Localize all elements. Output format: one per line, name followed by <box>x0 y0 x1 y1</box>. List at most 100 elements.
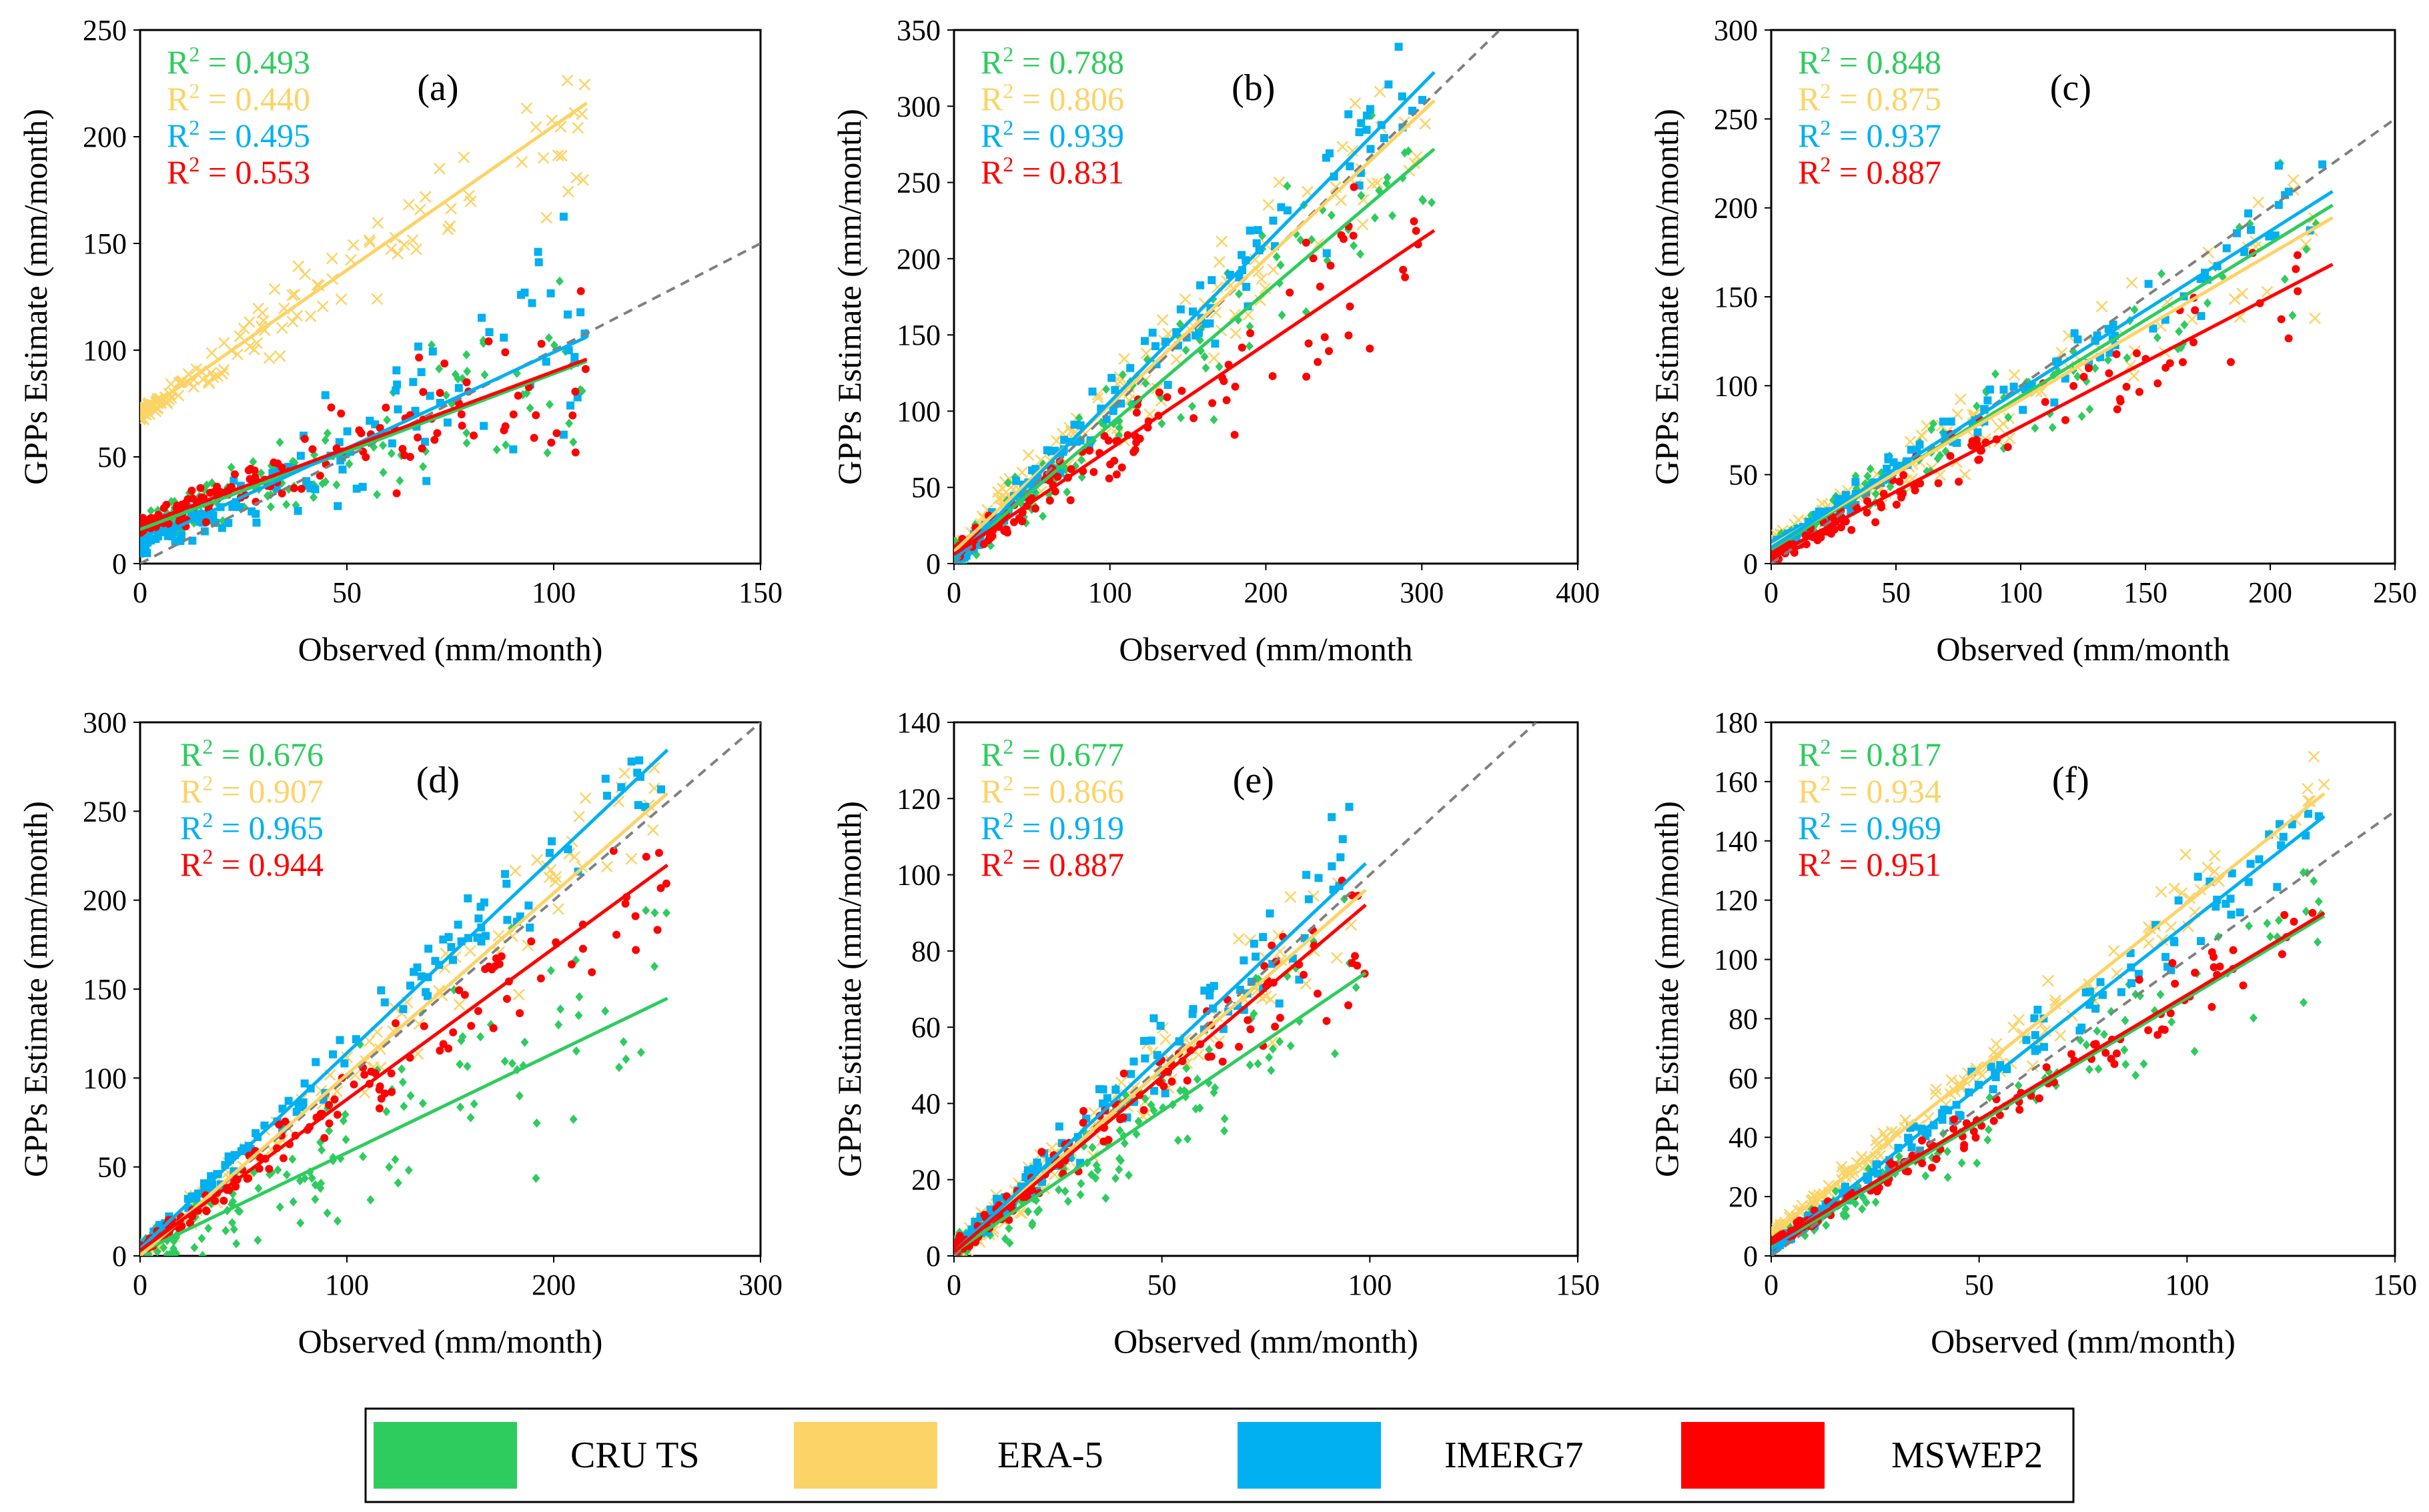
point-cru-ts <box>556 1004 565 1014</box>
point-imerg7 <box>503 916 512 924</box>
point-mswep2 <box>2208 948 2216 956</box>
fit-line-cruts <box>1771 914 2326 1249</box>
point-cru-ts <box>1141 378 1150 388</box>
point-cru-ts <box>565 418 574 428</box>
point-cru-ts <box>500 1056 509 1066</box>
point-cru-ts <box>1181 345 1190 355</box>
x-axis-label: Observed (mm/month) <box>1931 1323 2236 1360</box>
point-cru-ts <box>1357 191 1366 201</box>
x-tick-label: 0 <box>133 576 147 609</box>
x-tick-label: 200 <box>1244 576 1288 609</box>
fit-line-mswep2 <box>954 229 1436 556</box>
point-mswep2 <box>2210 963 2218 972</box>
point-era5 <box>1259 282 1272 295</box>
point-mswep2 <box>246 464 255 473</box>
point-mswep2 <box>1949 1124 1958 1133</box>
point-cru-ts <box>1286 1041 1295 1051</box>
point-era5 <box>2202 861 2214 874</box>
point-mswep2 <box>2171 979 2179 988</box>
point-cru-ts <box>1871 1197 1880 1207</box>
point-era5 <box>562 185 574 198</box>
point-imerg7 <box>1201 319 1210 328</box>
point-mswep2 <box>1208 399 1217 408</box>
point-mswep2 <box>527 937 536 946</box>
point-mswep2 <box>175 517 183 526</box>
point-mswep2 <box>612 930 621 939</box>
x-tick-label: 100 <box>2165 1269 2209 1301</box>
point-mswep2 <box>2122 382 2131 391</box>
point-imerg7 <box>296 452 305 460</box>
point-cru-ts <box>1822 1221 1831 1231</box>
point-mswep2 <box>436 389 444 398</box>
y-tick-label: 80 <box>1729 1002 1758 1035</box>
point-imerg7 <box>545 848 554 857</box>
point-cru-ts <box>2249 1013 2258 1023</box>
panel-label: (c) <box>2050 67 2091 109</box>
point-imerg7 <box>1055 1122 1063 1130</box>
point-imerg7 <box>1235 273 1244 282</box>
point-cru-ts <box>2203 298 2212 308</box>
panel-f: 0 50 100 150 0 20 40 60 80 100 120 140 160 180 Observe… <box>1648 706 2417 1360</box>
point-cru-ts <box>2073 371 2082 382</box>
point-era5 <box>2208 850 2221 862</box>
point-mswep2 <box>1975 455 1983 464</box>
point-era5 <box>1346 145 1359 157</box>
point-era5 <box>577 174 589 186</box>
r2-annotation: R2 = 0.965 <box>180 808 324 846</box>
point-cru-ts <box>1235 289 1244 299</box>
point-era5 <box>1207 352 1220 364</box>
point-era5 <box>2127 369 2140 382</box>
point-era5 <box>2318 778 2330 791</box>
point-cru-ts <box>1863 472 1872 482</box>
point-imerg7 <box>1302 870 1311 879</box>
point-cru-ts <box>470 1099 478 1109</box>
point-era5 <box>509 864 522 877</box>
point-era5 <box>140 413 146 426</box>
point-mswep2 <box>196 484 205 492</box>
point-mswep2 <box>375 1085 384 1094</box>
point-mswep2 <box>1904 1167 1913 1176</box>
point-cru-ts <box>1851 1199 1860 1209</box>
point-imerg7 <box>311 485 320 494</box>
point-era5 <box>1335 194 1348 207</box>
point-imerg7 <box>409 377 418 386</box>
point-mswep2 <box>502 994 511 1003</box>
point-cru-ts <box>1250 1008 1258 1018</box>
point-mswep2 <box>350 1080 358 1088</box>
point-cru-ts <box>569 1114 578 1124</box>
point-era5 <box>445 202 457 215</box>
point-imerg7 <box>1344 110 1353 119</box>
y-tick-label: 200 <box>897 243 941 275</box>
point-mswep2 <box>1927 1163 1936 1172</box>
point-cru-ts <box>391 1155 400 1165</box>
point-cru-ts <box>2004 412 2013 422</box>
point-cru-ts <box>2103 355 2112 365</box>
point-mswep2 <box>290 484 298 493</box>
point-cru-ts <box>2310 876 2318 886</box>
point-cru-ts <box>394 1178 402 1188</box>
point-imerg7 <box>1191 331 1200 340</box>
point-imerg7 <box>1362 125 1371 134</box>
point-mswep2 <box>632 946 640 954</box>
point-cru-ts <box>2314 937 2322 947</box>
point-mswep2 <box>2135 976 2143 984</box>
point-cru-ts <box>1157 419 1166 429</box>
point-imerg7 <box>1111 1085 1120 1094</box>
point-mswep2 <box>467 1022 476 1030</box>
point-mswep2 <box>265 1165 274 1173</box>
x-axis-label: Observed (mm/month) <box>298 1323 603 1360</box>
point-cru-ts <box>311 1195 320 1205</box>
point-cru-ts <box>308 1173 316 1183</box>
point-mswep2 <box>2113 405 2121 414</box>
point-cru-ts <box>276 438 284 448</box>
point-imerg7 <box>992 1195 1001 1203</box>
point-mswep2 <box>568 411 577 420</box>
point-cru-ts <box>526 403 534 413</box>
point-cru-ts <box>249 457 258 467</box>
point-era5 <box>537 152 550 164</box>
point-era5 <box>304 310 317 323</box>
point-cru-ts <box>2031 423 2039 433</box>
point-imerg7 <box>1151 342 1159 351</box>
r2-annotation: R2 = 0.831 <box>981 152 1124 191</box>
